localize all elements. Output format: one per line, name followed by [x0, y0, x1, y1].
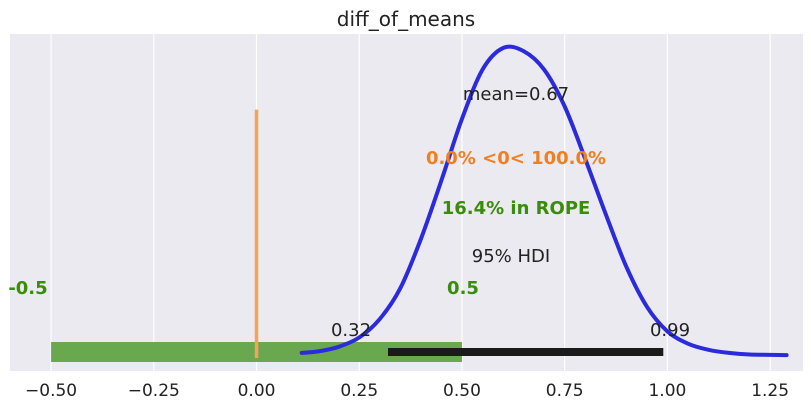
- x-tick-label: 0.25: [340, 381, 378, 401]
- rope-high-label: 0.5: [447, 278, 479, 299]
- x-tick-label: −0.50: [25, 381, 77, 401]
- x-tick-label: −0.25: [128, 381, 180, 401]
- chart-title: diff_of_means: [337, 7, 475, 31]
- hdi-title-label: 95% HDI: [472, 246, 550, 267]
- rope-percentage-label: 16.4% in ROPE: [442, 198, 591, 219]
- reference-probability-label: 0.0% <0< 100.0%: [426, 148, 606, 169]
- x-tick-label: 0.00: [238, 381, 276, 401]
- mean-label: mean=0.67: [463, 84, 569, 105]
- x-tick-label: 0.50: [443, 381, 481, 401]
- x-tick-label: 1.00: [648, 381, 686, 401]
- density-curve: [299, 44, 789, 358]
- x-tick-labels: −0.50 −0.25 0.00 0.25 0.50 0.75 1.00 1.25: [25, 381, 789, 401]
- density-curve-layer: [299, 44, 789, 358]
- hdi-high-label: 0.99: [650, 320, 690, 341]
- x-tick-label: 0.75: [546, 381, 584, 401]
- x-tick-label: 1.25: [751, 381, 789, 401]
- plot-background: [10, 34, 803, 371]
- rope-low-label: -0.5: [8, 278, 47, 299]
- hdi-low-label: 0.32: [331, 320, 371, 341]
